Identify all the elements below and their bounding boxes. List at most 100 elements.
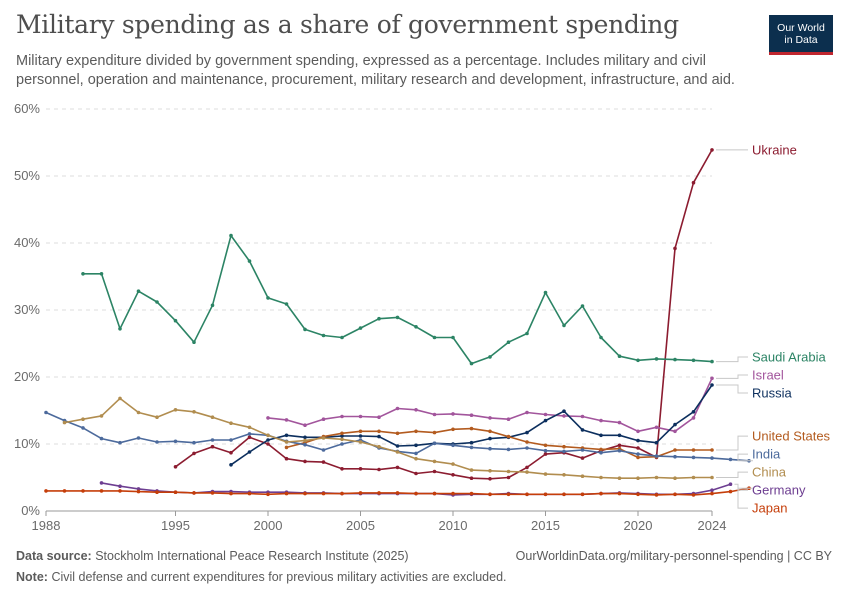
data-point — [654, 357, 659, 361]
data-point — [192, 491, 196, 495]
data-point — [451, 443, 455, 448]
data-point — [210, 438, 215, 442]
data-point — [136, 410, 141, 415]
data-point — [432, 469, 437, 474]
data-point — [358, 326, 363, 330]
series-label-israel: Israel — [752, 367, 784, 382]
owid-logo[interactable]: Our World in Data — [769, 15, 833, 55]
data-point — [617, 476, 622, 481]
data-point — [44, 489, 48, 493]
data-point — [210, 444, 215, 449]
data-point — [451, 412, 455, 416]
y-tick-label: 10% — [14, 436, 40, 451]
data-point — [728, 482, 733, 487]
data-point — [395, 491, 400, 495]
data-point — [173, 465, 178, 469]
data-point — [599, 433, 603, 438]
data-point — [673, 429, 677, 434]
series-label-saudi-arabia: Saudi Arabia — [752, 349, 826, 364]
data-point — [321, 417, 326, 422]
x-tick-label: 2010 — [439, 518, 468, 533]
label-connector — [737, 487, 753, 509]
data-point — [580, 414, 585, 419]
x-tick-label: 2024 — [698, 518, 727, 533]
data-point — [432, 335, 437, 340]
data-point — [636, 358, 640, 363]
data-point — [599, 335, 603, 340]
data-point — [340, 434, 344, 438]
data-point — [377, 444, 381, 449]
data-point — [192, 440, 196, 445]
data-point — [691, 358, 696, 363]
data-point — [654, 425, 659, 430]
data-point — [340, 437, 344, 442]
data-point — [562, 444, 566, 449]
series-india — [44, 410, 751, 463]
data-point — [303, 423, 307, 428]
data-point — [229, 421, 233, 426]
data-point — [136, 489, 141, 494]
data-point — [377, 415, 381, 420]
data-point — [432, 412, 437, 417]
note-text: Civil defense and current expenditures f… — [51, 570, 507, 584]
data-point — [451, 427, 455, 432]
data-point — [192, 451, 196, 456]
data-point — [155, 490, 159, 495]
series-label-russia: Russia — [752, 385, 793, 400]
data-point — [710, 491, 714, 496]
data-source-text[interactable]: Stockholm International Peace Research I… — [95, 549, 409, 563]
data-point — [136, 487, 141, 491]
data-point — [303, 442, 307, 447]
data-point — [358, 467, 363, 471]
data-point — [395, 315, 400, 320]
data-point — [580, 474, 585, 479]
data-point — [617, 354, 622, 359]
data-point — [580, 304, 585, 308]
source-url[interactable]: OurWorldinData.org/military-personnel-sp… — [515, 549, 832, 563]
data-point — [44, 410, 48, 415]
data-point — [691, 448, 696, 452]
x-tick-label: 2020 — [624, 518, 653, 533]
data-point — [636, 492, 640, 497]
data-point — [395, 406, 400, 411]
data-point — [451, 491, 455, 496]
data-point — [636, 438, 640, 443]
data-point — [358, 429, 363, 434]
data-point — [432, 430, 437, 435]
x-tick-label: 1995 — [161, 518, 190, 533]
data-point — [599, 491, 603, 496]
data-point — [525, 331, 529, 336]
logo-line-1: Our World — [777, 21, 825, 34]
data-point — [488, 436, 492, 441]
data-point — [580, 456, 585, 460]
data-point — [488, 492, 492, 497]
data-point — [136, 289, 141, 294]
data-point — [266, 433, 270, 438]
data-point — [192, 340, 196, 345]
data-point — [673, 422, 677, 427]
series-label-germany: Germany — [752, 483, 806, 498]
data-point — [599, 447, 603, 452]
data-point — [525, 492, 529, 497]
data-point — [118, 396, 122, 401]
series-israel — [266, 376, 714, 434]
data-point — [432, 459, 437, 464]
data-point — [654, 454, 659, 458]
data-point — [728, 457, 733, 462]
data-point — [81, 272, 85, 276]
data-point — [358, 434, 363, 438]
data-point — [691, 410, 696, 414]
series-label-india: India — [752, 447, 781, 462]
data-point — [562, 492, 566, 497]
data-point — [284, 302, 289, 306]
data-point — [99, 272, 104, 276]
label-connector — [716, 471, 748, 478]
data-point — [81, 489, 85, 493]
data-point — [543, 448, 548, 453]
data-point — [303, 459, 307, 464]
data-point — [210, 303, 215, 308]
data-point — [728, 489, 733, 494]
y-tick-label: 20% — [14, 369, 40, 384]
data-point — [710, 488, 714, 493]
data-point — [562, 409, 566, 414]
